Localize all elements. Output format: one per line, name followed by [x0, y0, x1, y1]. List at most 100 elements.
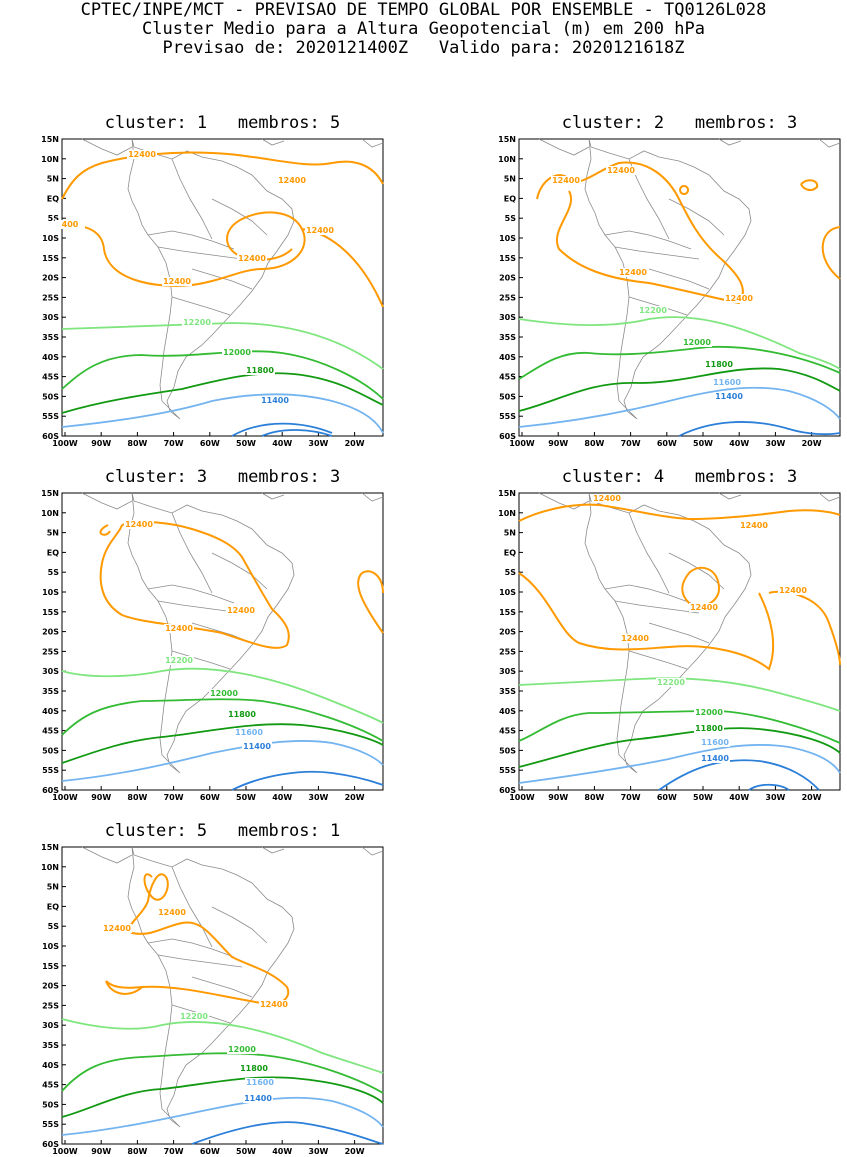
lat-tick-label: 5S	[505, 214, 517, 223]
contour-label-bg	[551, 176, 581, 185]
contour-11800	[61, 723, 384, 764]
lon-tick-label: 100W	[52, 439, 78, 448]
lat-tick-label: 30S	[42, 1021, 59, 1030]
lat-tick-label: 15S	[499, 608, 516, 617]
contour-12000	[61, 698, 384, 742]
lon-tick-label: 30W	[308, 793, 328, 802]
coastline	[614, 246, 700, 260]
coastline	[584, 492, 752, 774]
lat-tick-label: 45S	[499, 373, 516, 382]
contour-label-bg	[656, 678, 686, 687]
lat-tick-label: 35S	[499, 333, 516, 342]
lat-tick-label: 10S	[499, 588, 516, 597]
contour-11600	[61, 393, 384, 434]
lat-tick-label: 50S	[499, 392, 516, 401]
coastline	[211, 552, 268, 590]
contour-label-bg	[227, 1045, 257, 1054]
lat-tick-label: 40S	[499, 353, 516, 362]
header-line-2: Cluster Medio para a Altura Geopotencial…	[142, 19, 705, 39]
lat-tick-label: 10N	[498, 155, 516, 164]
lat-tick-label: 30S	[499, 313, 516, 322]
contour-label-bg	[209, 689, 239, 698]
lat-tick-label: 40S	[42, 353, 59, 362]
lon-tick-label: 20W	[345, 439, 365, 448]
contour-label: 12000	[223, 348, 251, 357]
lon-tick-label: 20W	[345, 1147, 365, 1156]
contour-11800	[518, 727, 841, 768]
lon-tick-label: 60W	[200, 793, 220, 802]
map-frame	[61, 846, 384, 1145]
contour-label: 12400	[158, 908, 186, 917]
panel-title: cluster: 3 membros: 3	[104, 467, 341, 487]
map-frame	[61, 138, 384, 437]
coastline	[191, 976, 253, 998]
lat-tick-label: EQ	[47, 902, 59, 911]
contour-label-bg	[127, 150, 157, 159]
contour-12200	[61, 1018, 384, 1074]
lon-tick-label: 60W	[200, 439, 220, 448]
contour-11400	[678, 421, 841, 437]
cluster-map-2: 15N 10N 5N EQ 5S 10S 15S 20S 25S 30S 35S 40S 45S 50S 5…	[498, 135, 841, 448]
contour-12400	[99, 521, 290, 649]
contour-label: 12200	[657, 678, 685, 687]
lon-tick-label: 40W	[272, 793, 292, 802]
contour-label-bg	[700, 754, 730, 763]
lat-tick-label: 10S	[499, 234, 516, 243]
contour-label-bg	[305, 226, 335, 235]
coastline	[361, 492, 384, 502]
contour-11600	[518, 744, 841, 784]
lat-tick-label: 60S	[42, 432, 59, 441]
coastline	[718, 138, 742, 146]
contour-label: 12000	[683, 338, 711, 347]
lat-tick-label: 50S	[499, 746, 516, 755]
header-line-3: Previsao de: 2020121400Z Valido para: 20…	[162, 38, 685, 58]
contour-label-bg	[618, 268, 648, 277]
contour-label: 11400	[715, 392, 743, 401]
contour-label: 12200	[165, 656, 193, 665]
coastline	[211, 906, 268, 944]
lat-tick-label: 5S	[48, 568, 60, 577]
contour-12200	[61, 322, 384, 370]
lat-tick-label: 25S	[42, 647, 59, 656]
contour-label: 12400	[125, 520, 153, 529]
lat-tick-label: 35S	[499, 687, 516, 696]
cluster-map-1: 15N 10N 5N EQ 5S 10S 15S 20S 25S 30S 35S 40S 45S 50S 5…	[41, 135, 384, 448]
lat-tick-label: 15N	[498, 489, 516, 498]
contour-label-bg	[243, 1094, 273, 1103]
coastline	[718, 492, 742, 500]
contour-label-bg	[712, 378, 742, 387]
contour-label-bg	[222, 348, 252, 357]
lat-tick-label: 25S	[42, 1001, 59, 1010]
coastline	[147, 938, 235, 958]
contour-label: 11800	[228, 710, 256, 719]
lon-tick-label: 70W	[164, 793, 184, 802]
lon-tick-label: 30W	[765, 439, 785, 448]
contour-label: 11800	[695, 724, 723, 733]
contour-12400	[821, 226, 841, 280]
lon-tick-label: 80W	[127, 793, 147, 802]
coastline	[171, 866, 213, 948]
contour-label: 12400	[163, 277, 191, 286]
lat-tick-label: 50S	[42, 392, 59, 401]
contour-11800	[61, 372, 384, 414]
coastline	[81, 846, 133, 864]
coastline	[211, 198, 268, 236]
contour-12400	[357, 570, 384, 634]
lat-tick-label: 20S	[42, 274, 59, 283]
contour-label: 12400	[238, 254, 266, 263]
contour-label-bg	[277, 176, 307, 185]
lat-tick-label: 55S	[499, 412, 516, 421]
coastline	[147, 230, 235, 250]
contour-label: 12400	[619, 268, 647, 277]
lon-tick-label: 80W	[584, 793, 604, 802]
coastline	[648, 622, 710, 644]
coastline	[818, 138, 841, 148]
coastline	[668, 198, 725, 236]
lon-tick-label: 30W	[308, 439, 328, 448]
lon-tick-label: 90W	[548, 439, 568, 448]
lat-tick-label: 60S	[499, 432, 516, 441]
coastline	[81, 492, 133, 510]
lon-tick-label: 100W	[509, 793, 535, 802]
contour-label: 400	[62, 220, 79, 229]
lon-tick-label: 50W	[236, 793, 256, 802]
